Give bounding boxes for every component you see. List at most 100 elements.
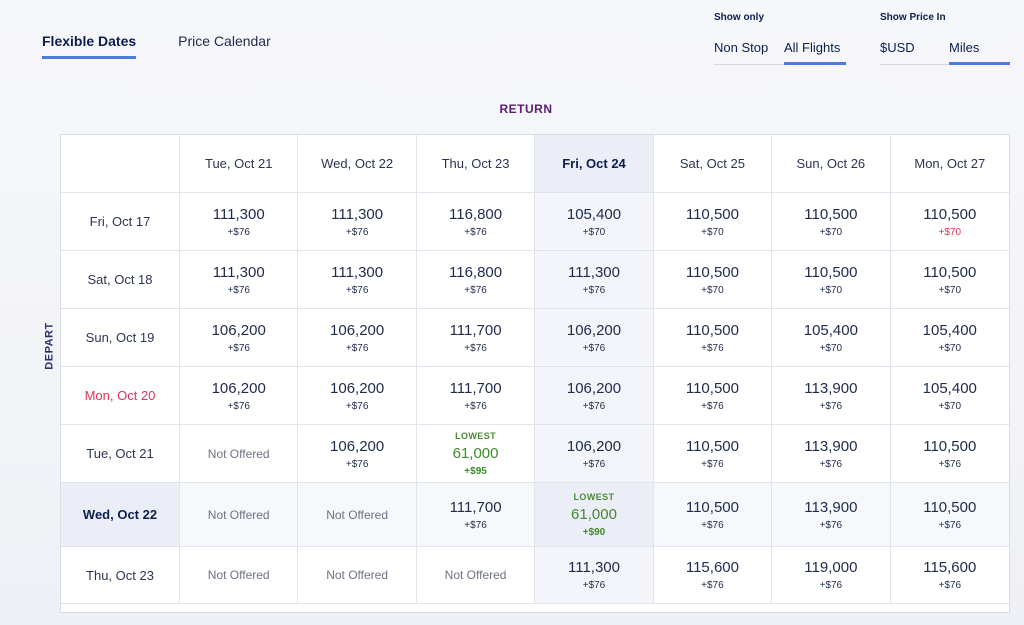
fare-cell[interactable]: LOWEST 61,000 +$95 — [416, 425, 536, 483]
fare-cell[interactable]: 106,200 +$76 — [298, 425, 417, 483]
fare-cell[interactable]: 115,600 +$76 — [653, 547, 773, 604]
all-flights-option[interactable]: All Flights — [784, 40, 846, 65]
fare-cell[interactable]: 111,300 +$76 — [180, 251, 299, 309]
taxes-value: +$70 — [701, 226, 724, 238]
fare-cell[interactable]: Not Offered — [180, 425, 299, 483]
fare-cell[interactable]: 106,200 +$76 — [298, 367, 417, 425]
taxes-value: +$76 — [701, 400, 724, 412]
miles-value: 111,700 — [449, 379, 502, 397]
taxes-value: +$76 — [227, 284, 250, 296]
miles-value: 110,500 — [685, 205, 739, 223]
depart-axis-label: DEPART — [43, 322, 56, 370]
fare-cell[interactable]: 111,700 +$76 — [416, 309, 536, 367]
return-date-header: Mon, Oct 27 — [890, 135, 1009, 193]
fare-cell[interactable]: 111,300 +$76 — [180, 193, 299, 251]
miles-value: 119,000 — [804, 559, 858, 576]
fare-cell[interactable]: Not Offered — [298, 547, 417, 604]
fare-cell[interactable]: 110,500 +$76 — [653, 425, 773, 483]
miles-value: 110,500 — [685, 263, 739, 281]
fare-cell[interactable]: 111,300 +$76 — [298, 251, 417, 309]
fare-cell[interactable]: 106,200 +$76 — [535, 367, 654, 425]
taxes-value: +$70 — [938, 226, 962, 238]
non-stop-option[interactable]: Non Stop — [714, 40, 784, 65]
fare-cell[interactable]: 106,200 +$76 — [535, 309, 654, 367]
miles-value: 110,500 — [685, 379, 739, 397]
usd-option[interactable]: $USD — [880, 40, 949, 65]
taxes-value: +$76 — [701, 580, 724, 591]
fare-cell[interactable]: 111,300 +$76 — [298, 193, 417, 251]
taxes-value: +$76 — [464, 342, 487, 354]
fare-cell[interactable]: 113,900 +$76 — [772, 425, 891, 483]
fare-cell[interactable]: 110,500 +$76 — [890, 483, 1009, 547]
miles-value: 115,600 — [923, 559, 977, 576]
show-price-in-filter: Show Price In $USD Miles — [880, 12, 1010, 65]
fare-cell[interactable]: Not Offered — [416, 547, 536, 604]
miles-value: 106,200 — [211, 321, 266, 339]
lowest-badge: LOWEST — [573, 491, 615, 502]
fare-cell[interactable]: Not Offered — [298, 483, 417, 547]
fare-cell[interactable]: 110,500 +$76 — [653, 309, 773, 367]
return-date-header: Tue, Oct 21 — [180, 135, 299, 193]
tab-price-calendar[interactable]: Price Calendar — [178, 33, 271, 49]
fare-cell[interactable]: 105,400 +$70 — [890, 309, 1009, 367]
fare-cell[interactable]: 106,200 +$76 — [298, 309, 417, 367]
fare-cell[interactable]: 105,400 +$70 — [772, 309, 891, 367]
taxes-value: +$76 — [819, 400, 843, 412]
fare-cell[interactable]: 113,900 +$76 — [772, 367, 891, 425]
fare-cell[interactable]: 105,400 +$70 — [890, 367, 1009, 425]
fare-cell[interactable]: 110,500 +$70 — [772, 251, 891, 309]
fare-cell[interactable]: 111,300 +$76 — [535, 547, 654, 604]
taxes-value: +$76 — [819, 519, 843, 531]
fare-cell[interactable]: 110,500 +$76 — [890, 425, 1009, 483]
taxes-value: +$76 — [582, 284, 606, 296]
fare-cell[interactable]: 110,500 +$76 — [653, 367, 773, 425]
fare-cell[interactable]: 110,500 +$76 — [653, 483, 773, 547]
taxes-value: +$70 — [938, 342, 962, 354]
miles-value: 110,500 — [685, 321, 739, 339]
miles-value: 111,300 — [567, 559, 620, 576]
taxes-value: +$76 — [345, 458, 369, 470]
fare-cell[interactable]: 111,700 +$76 — [416, 483, 536, 547]
fare-cell[interactable]: 106,200 +$76 — [180, 367, 299, 425]
fare-cell[interactable]: 110,500 +$70 — [653, 193, 773, 251]
fare-cell[interactable]: Not Offered — [180, 483, 299, 547]
fare-cell[interactable]: 110,500 +$70 — [890, 251, 1009, 309]
return-axis-label: RETURN — [0, 102, 1024, 116]
taxes-value: +$76 — [464, 284, 487, 296]
miles-value: 116,800 — [449, 263, 503, 281]
taxes-value: +$70 — [938, 284, 962, 296]
fare-cell[interactable]: 111,700 +$76 — [416, 367, 536, 425]
fare-cell[interactable]: 106,200 +$76 — [535, 425, 654, 483]
taxes-value: +$76 — [701, 342, 724, 354]
taxes-value: +$70 — [819, 342, 843, 354]
miles-value: 113,900 — [804, 437, 858, 455]
depart-date-header: Sun, Oct 19 — [61, 309, 180, 367]
fare-cell[interactable]: 116,800 +$76 — [416, 193, 536, 251]
fare-cell[interactable]: 116,800 +$76 — [416, 251, 536, 309]
fare-cell[interactable]: 119,000 +$76 — [772, 547, 891, 604]
taxes-value: +$70 — [938, 400, 962, 412]
not-offered-text: Not Offered — [207, 446, 270, 461]
taxes-value: +$76 — [819, 580, 843, 591]
miles-value: 106,200 — [330, 379, 385, 397]
miles-value: 110,500 — [804, 205, 858, 223]
fare-cell[interactable]: Not Offered — [180, 547, 299, 604]
taxes-value: +$76 — [227, 342, 250, 354]
fare-cell[interactable]: 110,500 +$70 — [772, 193, 891, 251]
miles-value: 61,000 — [452, 444, 499, 462]
fare-cell[interactable]: 115,600 +$76 — [890, 547, 1009, 604]
fare-cell[interactable]: LOWEST 61,000 +$90 — [535, 483, 654, 547]
miles-value: 106,200 — [330, 437, 385, 455]
tab-flexible-dates[interactable]: Flexible Dates — [42, 33, 137, 59]
miles-option[interactable]: Miles — [949, 40, 1010, 65]
fare-cell[interactable]: 113,900 +$76 — [772, 483, 891, 547]
fare-cell[interactable]: 111,300 +$76 — [535, 251, 654, 309]
fare-cell[interactable]: 105,400 +$70 — [535, 193, 654, 251]
return-date-header: Sun, Oct 26 — [772, 135, 891, 193]
fare-cell[interactable]: 106,200 +$76 — [180, 309, 299, 367]
depart-date-header: Sat, Oct 18 — [61, 251, 180, 309]
miles-value: 110,500 — [923, 437, 977, 455]
fare-cell[interactable]: 110,500 +$70 — [653, 251, 773, 309]
fare-cell[interactable]: 110,500 +$70 — [890, 193, 1009, 251]
miles-value: 61,000 — [571, 505, 617, 523]
